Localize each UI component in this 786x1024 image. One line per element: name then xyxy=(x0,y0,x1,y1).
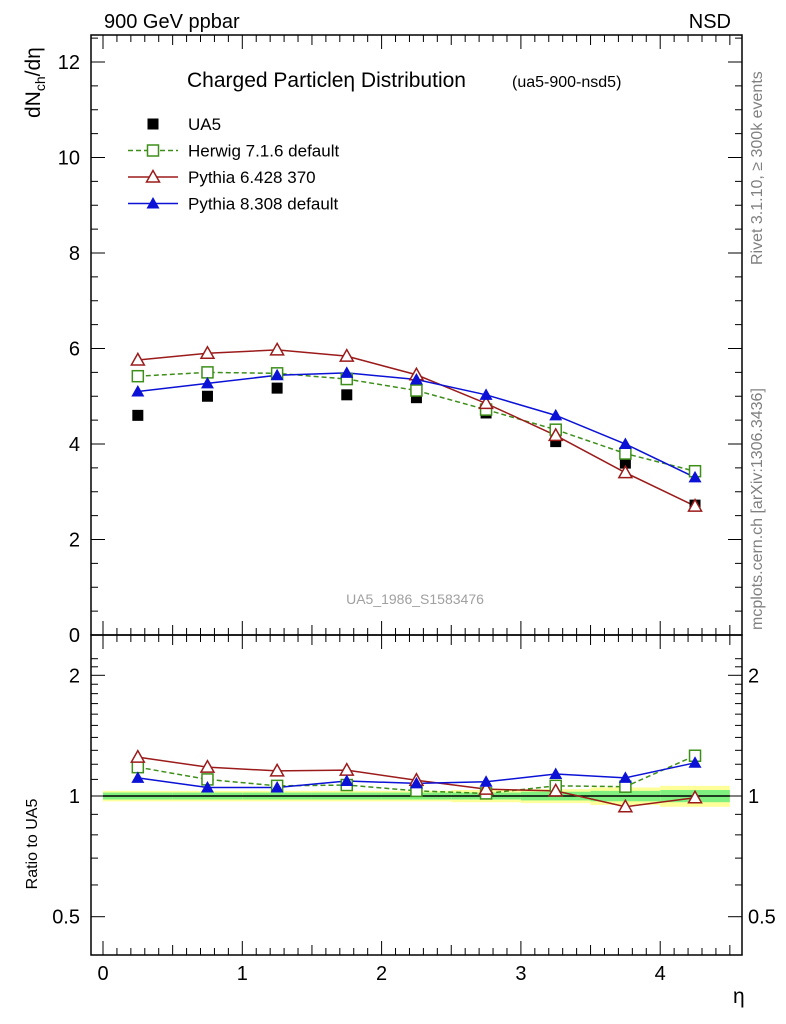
legend-marker-data xyxy=(147,118,159,130)
data-point-pythia8 xyxy=(200,376,214,389)
main-plot-title: Charged Particleη Distribution xyxy=(187,69,466,92)
data-point-data xyxy=(201,390,213,402)
ratio-point-pythia6 xyxy=(199,759,216,773)
data-point-pythia8 xyxy=(270,368,284,381)
y-tick-label-right: 0.5 xyxy=(748,907,776,929)
y-tick-label: 4 xyxy=(69,434,80,456)
ratio-plot-x-tick-labels: 0 1 2 3 4 xyxy=(97,963,665,985)
data-point-pythia6 xyxy=(617,464,634,479)
legend-label-pythia8: Pythia 8.308 default xyxy=(188,195,339,214)
x-axis-label: η xyxy=(733,985,745,1008)
y-tick-label: 0.5 xyxy=(52,907,80,929)
ratio-point-pythia8 xyxy=(549,767,563,779)
data-point-pythia8 xyxy=(131,384,145,397)
data-point-data xyxy=(271,382,283,394)
x-tick-label: 4 xyxy=(655,963,666,985)
main-plot-y-axis-label: dNch/dη xyxy=(22,47,48,118)
data-point-data xyxy=(410,392,422,404)
y-tick-label: 10 xyxy=(58,148,80,170)
legend-label-data: UA5 xyxy=(188,115,221,134)
ratio-point-pythia6 xyxy=(617,798,634,813)
ratio-point-pythia6 xyxy=(687,789,703,804)
ratio-plot-panel: 0.5 0.5 1 1 2 2 0 1 2 3 4 Ratio to UA5 η xyxy=(24,634,776,1008)
series-line-herwig xyxy=(137,371,696,472)
x-tick-label: 0 xyxy=(97,963,108,985)
y-tick-label-right: 1 xyxy=(748,786,759,808)
ratio-point-pythia6 xyxy=(547,782,564,797)
y-tick-label: 1 xyxy=(69,786,80,808)
data-point-pythia8 xyxy=(688,470,702,483)
ratio-point-pythia8 xyxy=(409,776,423,789)
ratio-plot-y-tick-labels: 0.5 0.5 1 1 2 2 xyxy=(52,665,776,928)
ratio-point-pythia8 xyxy=(688,756,702,768)
data-point-pythia8 xyxy=(340,366,354,378)
data-point-data xyxy=(550,436,562,448)
ratio-point-herwig xyxy=(131,760,145,774)
ratio-point-pythia6 xyxy=(338,762,355,776)
data-point-pythia6 xyxy=(269,341,285,356)
y-tick-label: 2 xyxy=(69,530,80,552)
data-point-herwig xyxy=(410,384,423,397)
ratio-plot-ticks xyxy=(91,635,742,955)
ratio-point-pythia6 xyxy=(478,781,494,795)
data-point-pythia6 xyxy=(199,345,216,360)
data-point-data xyxy=(619,457,631,469)
main-plot-ticks xyxy=(91,35,742,636)
legend-marker-herwig xyxy=(146,144,160,157)
legend-marker-pythia6 xyxy=(145,168,161,183)
x-tick-label: 2 xyxy=(376,963,387,985)
ratio-plot-frame xyxy=(90,634,743,956)
data-point-herwig xyxy=(619,447,632,460)
main-plot-y-tick-labels: 0 2 4 6 8 10 12 xyxy=(58,52,80,647)
data-point-data xyxy=(341,389,353,401)
data-point-pythia8 xyxy=(479,388,493,400)
legend: UA5 Herwig 7.1.6 default Pythia 6.428 370 P… xyxy=(128,115,339,214)
header-left: 900 GeV ppbar xyxy=(104,11,240,33)
data-point-pythia6 xyxy=(687,498,703,512)
main-plot-panel: 0 2 4 6 8 10 12 Charged Particleη Distribution… xyxy=(22,34,743,647)
ratio-point-pythia6 xyxy=(269,762,285,777)
data-point-herwig xyxy=(201,366,214,379)
y-tick-label: 8 xyxy=(69,243,80,265)
data-point-pythia8 xyxy=(549,408,563,421)
data-point-pythia6 xyxy=(130,351,146,366)
ratio-point-pythia8 xyxy=(479,775,493,787)
ratio-point-pythia8 xyxy=(131,771,145,783)
ratio-point-pythia8 xyxy=(270,781,284,793)
analysis-watermark: UA5_1986_S1583476 xyxy=(346,591,484,607)
main-plot-series xyxy=(130,341,703,512)
y-tick-label-right: 2 xyxy=(748,665,759,687)
legend-marker-pythia8 xyxy=(146,197,160,209)
ratio-plot-y-axis-label: Ratio to UA5 xyxy=(24,799,41,890)
ratio-point-pythia8 xyxy=(618,771,632,783)
data-point-pythia8 xyxy=(618,437,632,449)
y-tick-label: 12 xyxy=(58,52,80,74)
y-tick-label: 2 xyxy=(69,665,80,687)
legend-label-herwig: Herwig 7.1.6 default xyxy=(188,142,339,161)
rivet-version-label: Rivet 3.1.10, ≥ 300k events xyxy=(749,71,766,265)
mcplots-label: mcplots.cern.ch [arXiv:1306.3436] xyxy=(749,388,766,630)
header-right: NSD xyxy=(689,11,731,33)
y-tick-label: 0 xyxy=(69,625,80,647)
legend-label-pythia6: Pythia 6.428 370 xyxy=(188,168,316,187)
x-tick-label: 1 xyxy=(237,963,248,985)
data-point-herwig xyxy=(131,369,145,383)
data-point-pythia6 xyxy=(547,427,564,442)
data-point-pythia8 xyxy=(409,373,423,385)
main-plot-subtitle: (ua5-900-nsd5) xyxy=(512,74,621,91)
ratio-point-pythia6 xyxy=(130,749,146,763)
ratio-plot-series xyxy=(130,749,703,813)
ratio-point-pythia8 xyxy=(340,774,354,786)
y-tick-label: 6 xyxy=(69,339,80,361)
ratio-point-pythia8 xyxy=(200,781,214,793)
data-point-pythia6 xyxy=(478,395,494,410)
data-point-data xyxy=(132,409,144,421)
x-tick-label: 3 xyxy=(515,963,526,985)
data-point-pythia6 xyxy=(338,348,355,362)
